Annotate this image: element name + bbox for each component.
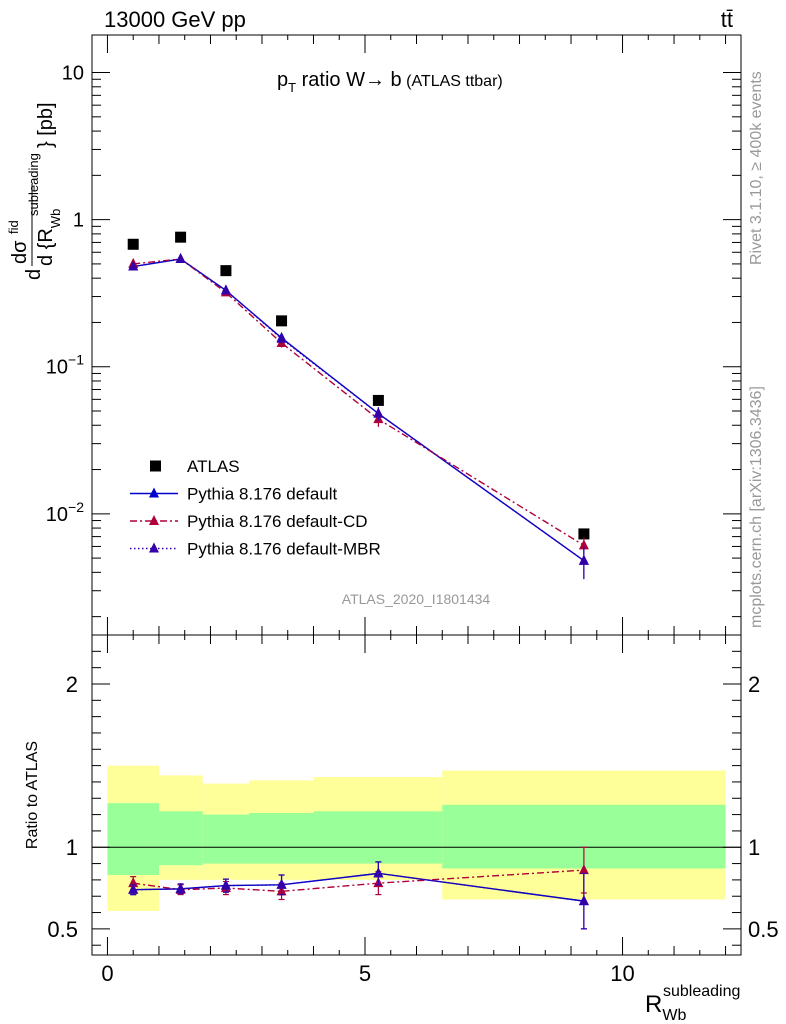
ratio-point-2 [128, 883, 139, 894]
ratio-y-tick-label-right: 2 [748, 672, 760, 697]
x-axis-label-superscript: subleading [663, 983, 740, 1000]
mc-point-3 [578, 554, 589, 565]
ratio-y-tick-label: 2 [66, 672, 78, 697]
x-tick-label: 5 [359, 961, 371, 986]
mc-point-3 [128, 260, 139, 271]
mc-point-3 [175, 252, 186, 263]
svg-text:d {RWb: d {RWb [35, 209, 63, 266]
mc-point-3 [373, 407, 384, 418]
legend-marker [149, 515, 159, 525]
legend-marker [150, 460, 161, 472]
ratio-plot-area [128, 846, 589, 930]
uncertainty-band-inner [202, 814, 250, 864]
uncertainty-band-inner [249, 812, 314, 864]
mc-point-2 [578, 539, 589, 550]
main-y-axis-label: d dσ fid d {RWb subleading } [pb] [6, 102, 63, 280]
legend-label: Pythia 8.176 default [187, 485, 338, 504]
uncertainty-band-inner [313, 811, 443, 864]
ratio-point-2 [175, 882, 186, 893]
mcplots-label: mcplots.cern.ch [arXiv:1306.3436] [748, 386, 765, 628]
uncertainty-band-inner [158, 811, 203, 866]
legend-label: Pythia 8.176 default-MBR [187, 540, 381, 559]
svg-text:fid: fid [6, 220, 21, 234]
y-tick-label: 1 [73, 210, 84, 232]
legend-marker [149, 487, 159, 498]
ratio-line-2 [133, 872, 584, 902]
ratio-y-tick-label: 1 [66, 835, 78, 860]
mc-point-3 [220, 284, 231, 295]
ratio-y-axis-label: Ratio to ATLAS [24, 741, 41, 849]
ratio-point-1 [578, 864, 589, 875]
ratio-point-2 [220, 879, 231, 890]
atlas-data-point [372, 394, 384, 406]
ratio-line-1 [133, 869, 584, 893]
y-tick-label: 10 [62, 63, 84, 85]
atlas-data-point [127, 238, 139, 250]
atlas-data-point [220, 265, 232, 277]
svg-text:} [pb]: } [pb] [35, 102, 57, 148]
y-tick-label: 10−1 [46, 352, 84, 379]
main-plot-area [127, 231, 590, 580]
svg-text:dσ: dσ [9, 240, 31, 264]
uncertainty-band-inner [107, 803, 159, 875]
legend-label: ATLAS [187, 457, 240, 476]
ratio-point-2 [578, 895, 589, 906]
svg-text:subleading: subleading [26, 153, 41, 216]
x-tick-label: 10 [610, 961, 634, 986]
y-tick-label: 10−2 [46, 499, 84, 526]
energy-label: 13000 GeV pp [104, 7, 246, 32]
analysis-watermark: ATLAS_2020_I1801434 [342, 591, 491, 607]
svg-text:d: d [23, 269, 45, 280]
ratio-y-tick-label-right: 0.5 [748, 917, 779, 942]
rivet-label: Rivet 3.1.10, ≥ 400k events [748, 71, 765, 265]
ratio-point-2 [276, 878, 287, 889]
x-axis-label: RWb [645, 991, 686, 1024]
atlas-data-point [175, 231, 187, 243]
ratio-point-2 [373, 867, 384, 878]
process-label: tt̄ [721, 7, 733, 32]
series-line-3 [133, 258, 585, 562]
mc-point-3 [276, 332, 287, 343]
series-line-2 [133, 258, 585, 546]
chart-title: pT ratio W→ b (ATLAS ttbar) [277, 69, 503, 95]
x-tick-label: 0 [101, 961, 113, 986]
ratio-y-tick-label-right: 1 [748, 835, 760, 860]
ratio-y-tick-label: 0.5 [47, 917, 78, 942]
atlas-data-point [578, 528, 590, 540]
legend: ATLAS Pythia 8.176 default Pythia 8.176 de… [130, 457, 381, 559]
atlas-data-point [276, 315, 288, 327]
legend-label: Pythia 8.176 default-CD [187, 512, 368, 531]
legend-marker [149, 542, 159, 553]
